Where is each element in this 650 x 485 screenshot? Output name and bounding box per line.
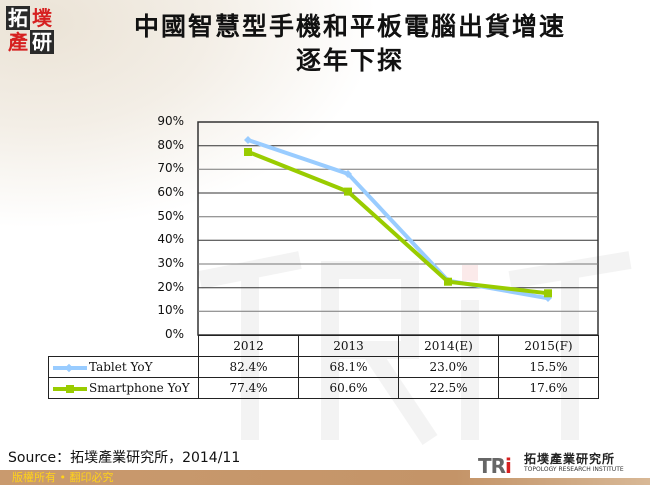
table-cell: 60.6% <box>298 377 399 399</box>
y-tick: 50% <box>157 209 184 223</box>
category-label: 2012 <box>198 335 299 357</box>
category-label: 2013 <box>298 335 399 357</box>
source-note: Source：拓墣產業研究所，2014/11 <box>8 450 241 466</box>
table-cell: 17.6% <box>498 377 599 399</box>
title-line-1: 中國智慧型手機和平板電腦出貨增速 <box>133 12 566 41</box>
slide-title: 中國智慧型手機和平板電腦出貨增速 逐年下探 <box>70 10 630 78</box>
series-name: Smartphone YoY <box>89 381 190 395</box>
table-cell: 22.5% <box>398 377 499 399</box>
logo-char: 拓 <box>6 6 30 30</box>
tri-brand-logo: TRi 拓墣產業研究所 TOPOLOGY RESEARCH INSTITUTE <box>470 448 650 478</box>
legend-tablet: Tablet YoY <box>48 356 199 378</box>
brand-english-name: TOPOLOGY RESEARCH INSTITUTE <box>524 466 624 473</box>
table-cell: 23.0% <box>398 356 499 378</box>
title-line-2: 逐年下探 <box>295 46 404 75</box>
y-tick: 40% <box>157 232 184 246</box>
series-smartphone-markers <box>244 148 552 298</box>
series-smartphone-line <box>247 149 549 296</box>
category-label: 2014(E) <box>398 335 499 357</box>
table-corner <box>48 335 199 357</box>
data-table: 2012 2013 2014(E) 2015(F) Tablet YoY 82.… <box>48 335 599 399</box>
legend-smartphone: Smartphone YoY <box>48 377 199 399</box>
tri-corner-logo: 拓 墣 產 研 <box>6 6 54 54</box>
brand-chinese-name: 拓墣產業研究所 <box>524 452 616 466</box>
copyright-text: 版權所有 • 翻印必究 <box>12 471 114 484</box>
y-tick: 60% <box>157 185 184 199</box>
tri-mark-icon: TRi <box>478 454 512 478</box>
series-name: Tablet YoY <box>89 360 153 374</box>
table-cell: 77.4% <box>198 377 299 399</box>
table-cell: 68.1% <box>298 356 399 378</box>
logo-char: 研 <box>30 30 54 54</box>
table-row: Tablet YoY 82.4% 68.1% 23.0% 15.5% <box>48 356 599 378</box>
category-label: 2015(F) <box>498 335 599 357</box>
y-tick: 80% <box>157 138 184 152</box>
y-tick: 70% <box>157 161 184 175</box>
y-tick: 90% <box>157 114 184 128</box>
logo-char: 產 <box>8 30 28 54</box>
table-cell: 15.5% <box>498 356 599 378</box>
series-tablet-line <box>247 138 549 301</box>
table-row: Smartphone YoY 77.4% 60.6% 22.5% 17.6% <box>48 377 599 399</box>
y-tick: 10% <box>157 303 184 317</box>
y-tick: 20% <box>157 280 184 294</box>
gridlines <box>198 145 598 312</box>
table-header-row: 2012 2013 2014(E) 2015(F) <box>48 335 599 357</box>
legend-line-icon <box>53 363 87 372</box>
y-tick: 30% <box>157 256 184 270</box>
series-tablet-markers <box>244 136 552 302</box>
logo-char: 墣 <box>32 6 52 30</box>
table-cell: 82.4% <box>198 356 299 378</box>
legend-line-icon <box>53 384 87 393</box>
